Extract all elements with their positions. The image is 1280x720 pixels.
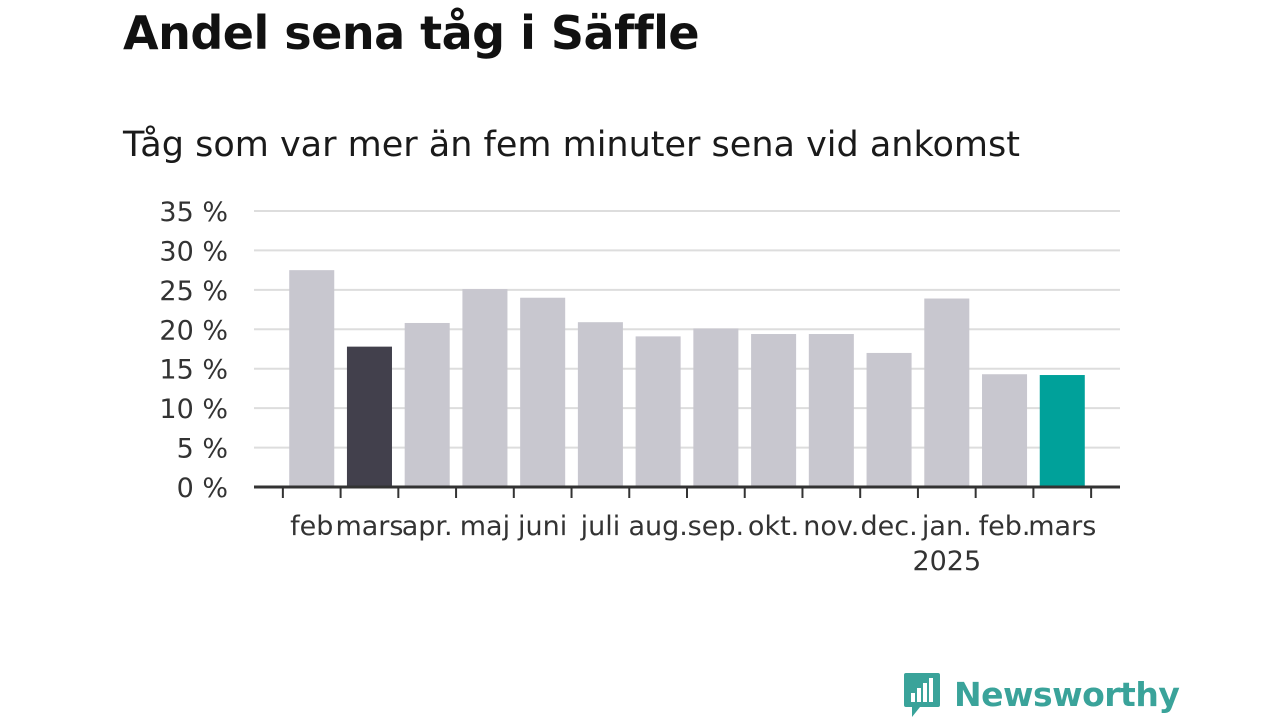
y-axis-ticks: 0 % 5 % 10 % 15 % 20 % 25 % 30 % 35 % <box>159 197 228 504</box>
y-tick-label: 30 % <box>159 236 228 267</box>
x-tick-label: nov. <box>803 511 859 542</box>
bars <box>289 270 1085 487</box>
y-tick-label: 25 % <box>159 276 228 307</box>
chart-title: Andel sena tåg i Säffle <box>123 6 700 60</box>
bar-maj <box>462 289 508 487</box>
bar-aug <box>635 336 681 487</box>
y-tick-label: 5 % <box>177 434 228 465</box>
brand-logo: Newsworthy <box>902 668 1180 720</box>
bar-jan <box>924 298 970 487</box>
x-tick-label: aug. <box>628 511 687 542</box>
bar-chart: 0 %5 %10 %15 %20 %25 %30 %35 % feb marsap… <box>159 197 1120 577</box>
y-tick-label: 10 % <box>159 394 228 425</box>
gridlines <box>254 210 1120 449</box>
x-tick-label: jan. <box>921 511 972 542</box>
brand-name: Newsworthy <box>954 674 1180 714</box>
x-tick-label: apr. <box>402 511 453 542</box>
bar-dec <box>866 352 912 487</box>
x-tick-label: maj <box>460 511 510 542</box>
bar-sep <box>693 328 739 487</box>
y-tick-label: 35 % <box>159 197 228 228</box>
x-tick-label: mars <box>1028 511 1096 542</box>
x-axis <box>254 485 1120 498</box>
bar-feb <box>289 270 335 487</box>
bar-okt <box>751 334 797 487</box>
bar-mars <box>1039 375 1085 487</box>
bar-apr <box>404 322 450 487</box>
x-tick-label: juni <box>517 511 567 542</box>
y-tick-label: 20 % <box>159 315 228 346</box>
bar-juli <box>577 322 623 487</box>
y-tick-label: 0 % <box>177 473 228 504</box>
bar-feb <box>982 374 1028 487</box>
bar-nov <box>808 334 854 487</box>
x-tick-label: okt. <box>748 511 799 542</box>
y-tick-label: 15 % <box>159 355 228 386</box>
newsworthy-logo-icon <box>904 673 940 717</box>
x-year-label: 2025 <box>912 546 981 577</box>
x-tick-label: juli <box>580 511 621 542</box>
bar-mars <box>346 346 392 487</box>
x-tick-label: dec. <box>860 511 917 542</box>
bar-juni <box>520 297 566 487</box>
x-tick-label: feb. <box>979 511 1031 542</box>
x-tick-label: sep. <box>688 511 744 542</box>
chart-subtitle: Tåg som var mer än fem minuter sena vid … <box>123 125 1020 165</box>
x-tick-label: feb <box>290 511 333 542</box>
x-tick-label: mars <box>335 511 403 542</box>
